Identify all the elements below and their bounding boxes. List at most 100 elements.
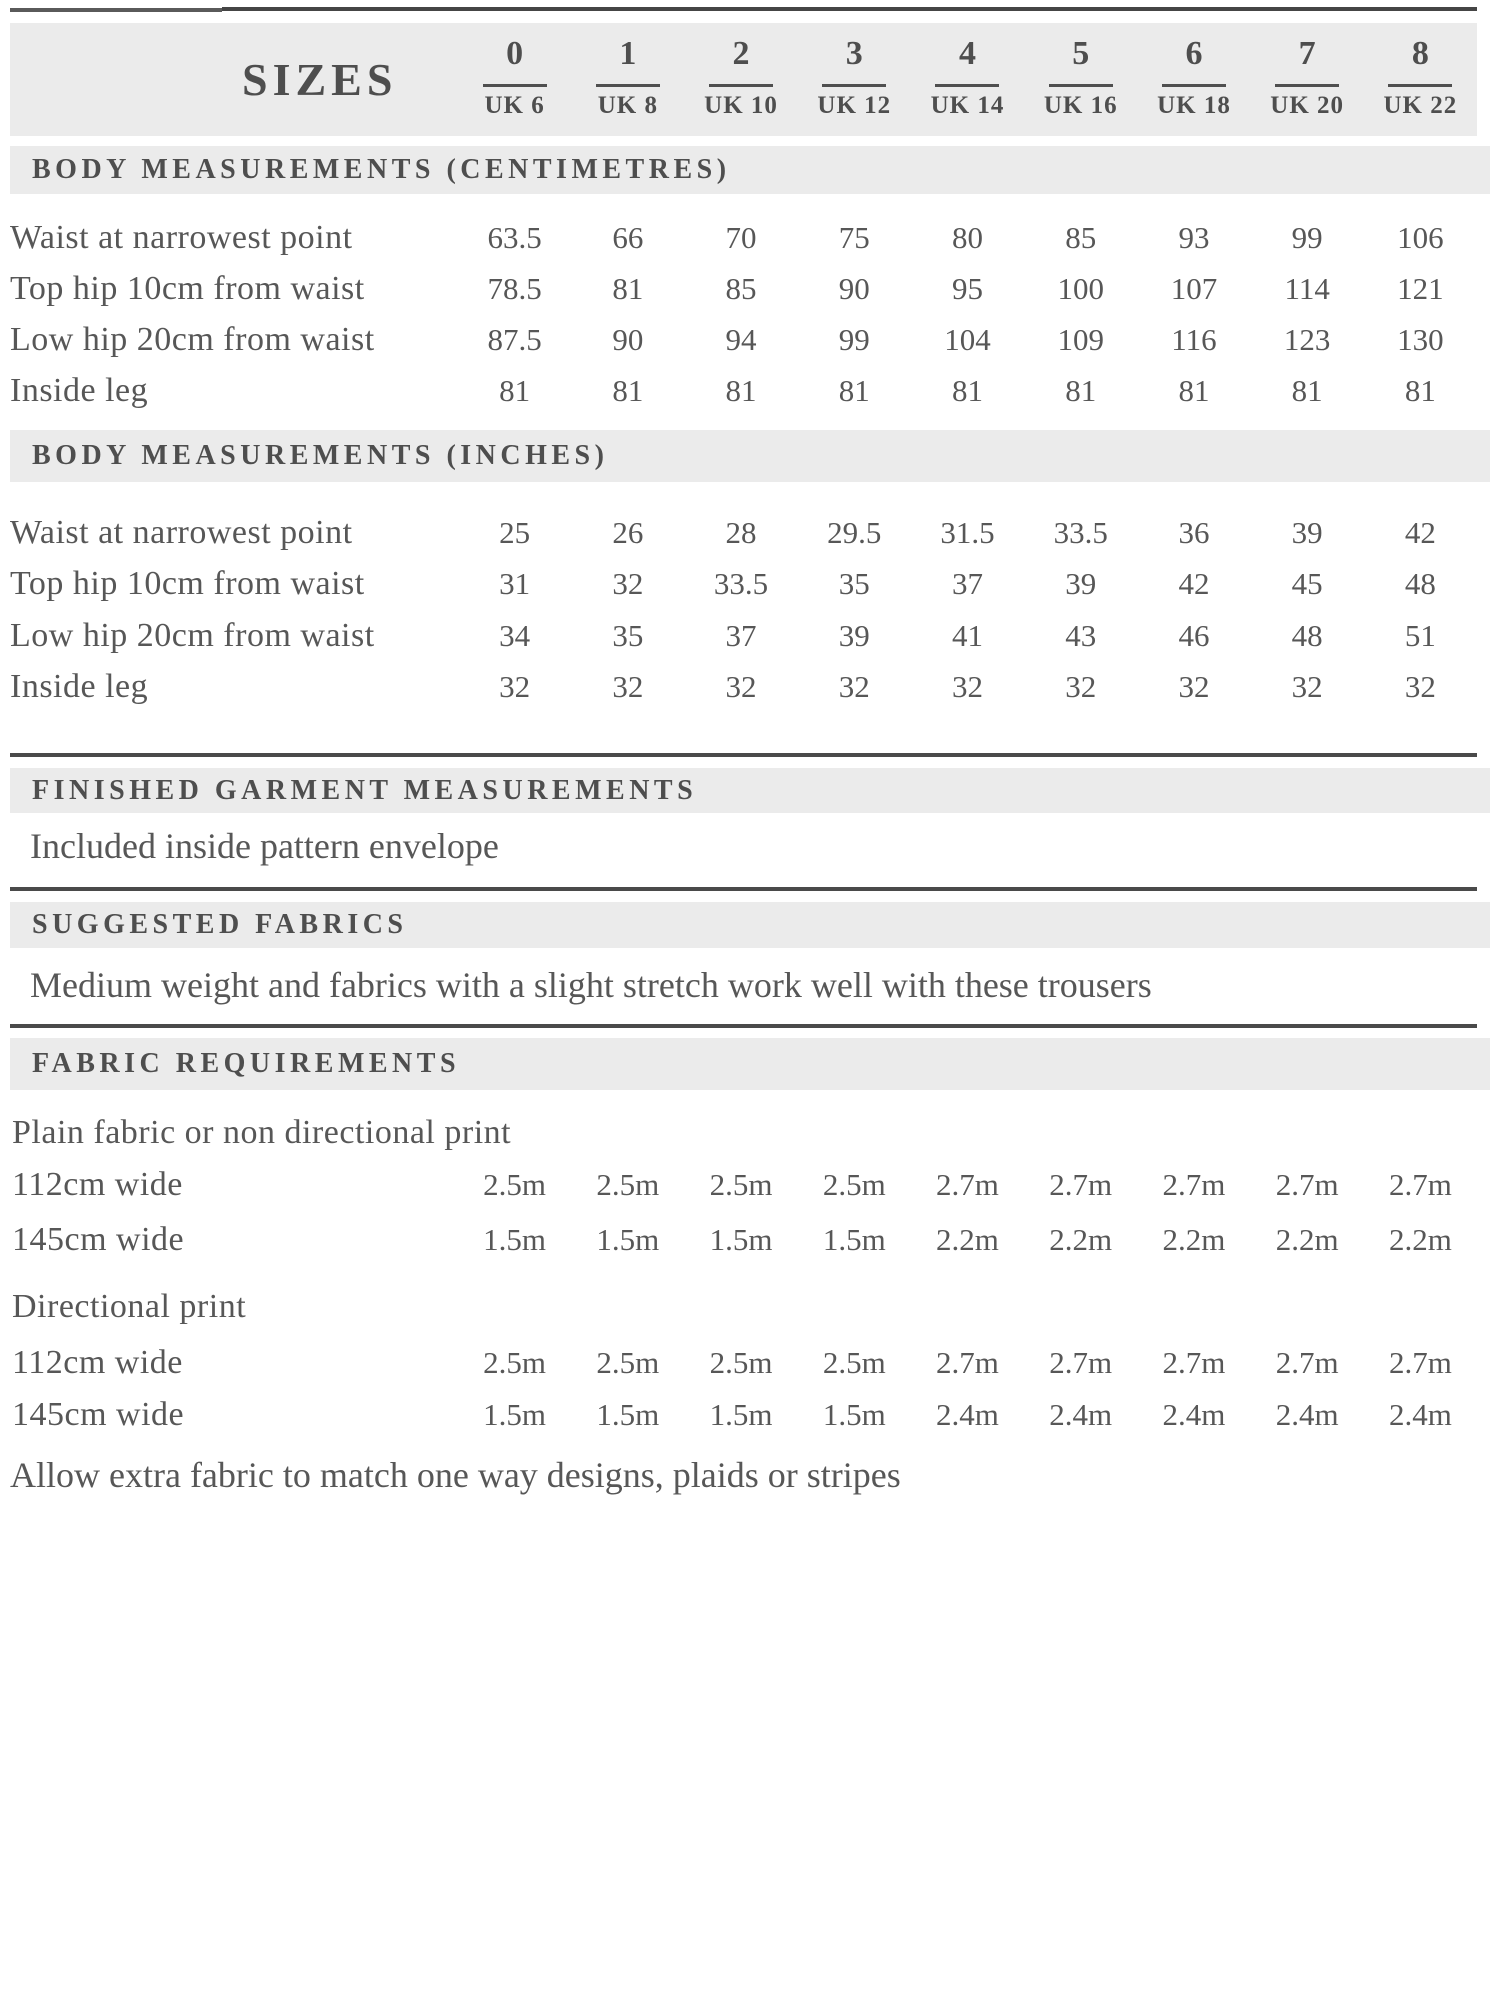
measurement-row: Top hip 10cm from waist 31 32 33.5 35 37 39 42 4… [10,559,1477,611]
value-cell: 81 [1291,372,1323,408]
fabric-row-label: 145cm wide [12,1221,185,1258]
value-cell: 2.7m [1162,1167,1226,1202]
value-cell: 1.5m [596,1222,660,1257]
value-cell: 1.5m [822,1397,886,1432]
value-cell: 85 [725,270,757,306]
value-cell: 81 [951,372,983,408]
value-cell: 81 [1178,372,1210,408]
finished-garment-note: Included inside pattern envelope [30,826,499,866]
sizes-title: SIZES [242,54,398,105]
size-number: 6 [1185,35,1203,72]
value-cell: 31.5 [940,514,995,550]
value-cell: 28 [725,514,757,550]
size-underline [482,84,547,87]
value-cell: 2.2m [1275,1222,1339,1257]
size-number: 2 [732,35,750,72]
size-underline [822,84,887,87]
size-underline [935,84,1000,87]
value-cell: 48 [1291,617,1323,653]
value-cell: 32 [1291,669,1323,705]
value-cell: 2.2m [1162,1222,1226,1257]
value-cell: 81 [499,372,531,408]
value-cell: 2.5m [483,1167,547,1202]
value-cell: 39 [1065,566,1097,602]
uk-size-label: UK 6 [484,92,545,119]
value-cell: 33.5 [713,566,769,602]
value-cell: 35 [838,566,870,602]
value-cell: 32 [951,669,983,705]
value-cell: 1.5m [709,1397,773,1432]
section-divider [10,887,1477,891]
value-cell: 37 [725,617,757,653]
value-cell: 1.5m [709,1222,773,1257]
measurement-row: Low hip 20cm from waist 87.5 90 94 99 104 109 1… [10,314,1477,365]
value-cell: 2.2m [936,1222,999,1257]
value-cell: 2.4m [1275,1397,1339,1432]
value-cell: 42 [1178,566,1210,602]
value-cell: 36 [1178,514,1210,550]
fabric-row-label: 112cm wide [12,1166,183,1203]
value-cell: 42 [1404,514,1436,550]
value-cell: 32 [612,566,644,602]
value-cell: 2.2m [1388,1222,1452,1257]
value-cell: 75 [838,219,870,255]
value-cell: 95 [951,270,983,306]
value-cell: 66 [612,219,644,255]
value-cell: 37 [951,566,983,602]
size-number: 5 [1072,35,1090,72]
row-label: Waist at narrowest point [10,513,353,551]
value-cell: 33.5 [1053,514,1108,550]
section-divider [10,753,1477,757]
value-cell: 2.7m [1275,1345,1339,1380]
size-number: 8 [1411,35,1429,72]
value-cell: 1.5m [822,1222,886,1257]
value-cell: 100 [1057,270,1104,306]
fabric-group-heading: Plain fabric or non directional print [12,1114,512,1151]
size-columns: 0 UK 6 1 UK 8 2 UK 10 3 UK 12 4 UK 14 5 UK 16 6 UK 18… [458,23,1477,136]
section-divider [10,1024,1477,1028]
suggested-fabrics-heading: SUGGESTED FABRICS [10,902,1490,948]
size-column: 5 UK 16 [1024,23,1137,136]
value-cell: 32 [612,669,644,705]
cm-measurements-table: Waist at narrowest point 63.5 66 70 75 80 85 93… [10,212,1477,416]
top-rule [222,7,1477,11]
value-cell: 2.5m [709,1167,773,1202]
value-cell: 2.5m [822,1167,886,1202]
row-label: Inside leg [10,371,149,409]
value-cell: 107 [1170,270,1218,306]
value-cell: 2.4m [936,1397,999,1432]
value-cell: 32 [725,669,757,705]
value-cell: 2.5m [709,1345,773,1380]
size-underline [1048,84,1113,87]
value-cell: 99 [1291,219,1323,255]
value-cell: 29.5 [827,514,882,550]
size-column: 7 UK 20 [1251,23,1364,136]
value-cell: 81 [1065,372,1097,408]
size-number: 7 [1298,35,1316,72]
value-cell: 32 [1404,669,1436,705]
size-underline [1161,84,1226,87]
value-cell: 116 [1171,321,1217,357]
value-cell: 104 [944,321,991,357]
value-cell: 26 [612,514,644,550]
size-column: 6 UK 18 [1137,23,1250,136]
finished-garment-heading: FINISHED GARMENT MEASUREMENTS [10,768,1490,813]
value-cell: 45 [1291,566,1323,602]
value-cell: 81 [1404,372,1436,408]
size-underline [595,84,660,87]
row-label: Low hip 20cm from waist [10,616,375,654]
value-cell: 2.4m [1162,1397,1226,1432]
uk-size-label: UK 16 [1043,92,1118,119]
value-cell: 2.4m [1049,1397,1113,1432]
value-cell: 109 [1057,321,1104,357]
fabric-requirements-heading: FABRIC REQUIREMENTS [10,1038,1490,1090]
value-cell: 2.5m [483,1345,547,1380]
value-cell: 1.5m [596,1397,660,1432]
value-cell: 81 [612,270,644,306]
value-cell: 46 [1178,617,1210,653]
uk-size-label: UK 10 [704,92,778,119]
uk-size-label: UK 12 [817,92,892,119]
fabric-group-heading: Directional print [12,1288,247,1325]
row-label: Low hip 20cm from waist [10,320,375,358]
size-column: 2 UK 10 [684,23,797,136]
